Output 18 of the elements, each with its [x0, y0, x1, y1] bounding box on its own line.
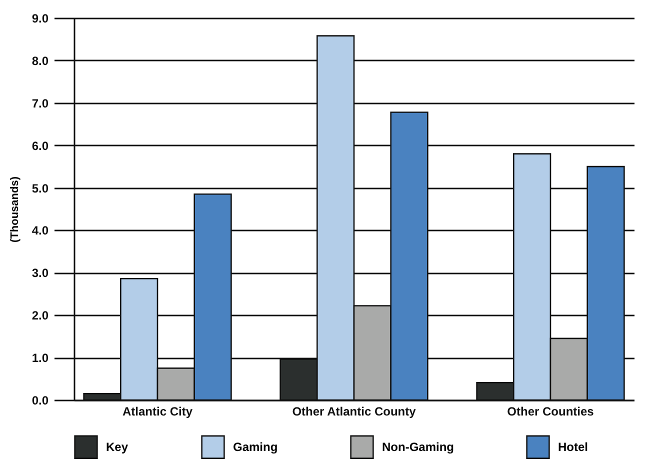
x-tick-label: Other Atlantic County	[292, 404, 416, 418]
y-tick-label: 6.0	[32, 138, 49, 153]
y-tick-label: 7.0	[32, 96, 49, 110]
x-tick-label: Other Counties	[507, 404, 594, 418]
y-tick-label: 0.0	[32, 394, 49, 408]
y-tick-label: 9.0	[32, 12, 49, 26]
y-tick-label: 5.0	[32, 181, 49, 196]
legend-label: Hotel	[558, 440, 588, 454]
y-tick-label: 1.0	[32, 351, 49, 366]
y-axis-title: (Thousands)	[8, 176, 21, 242]
y-tick-label: 2.0	[32, 308, 49, 323]
legend-label: Key	[106, 440, 128, 454]
legend-label: Gaming	[233, 440, 278, 454]
x-tick-label: Atlantic City	[122, 404, 193, 418]
y-tick-label: 4.0	[32, 224, 49, 238]
y-tick-label: 8.0	[32, 54, 49, 68]
legend-label: Non-Gaming	[382, 440, 454, 454]
y-tick-label: 3.0	[32, 266, 49, 280]
